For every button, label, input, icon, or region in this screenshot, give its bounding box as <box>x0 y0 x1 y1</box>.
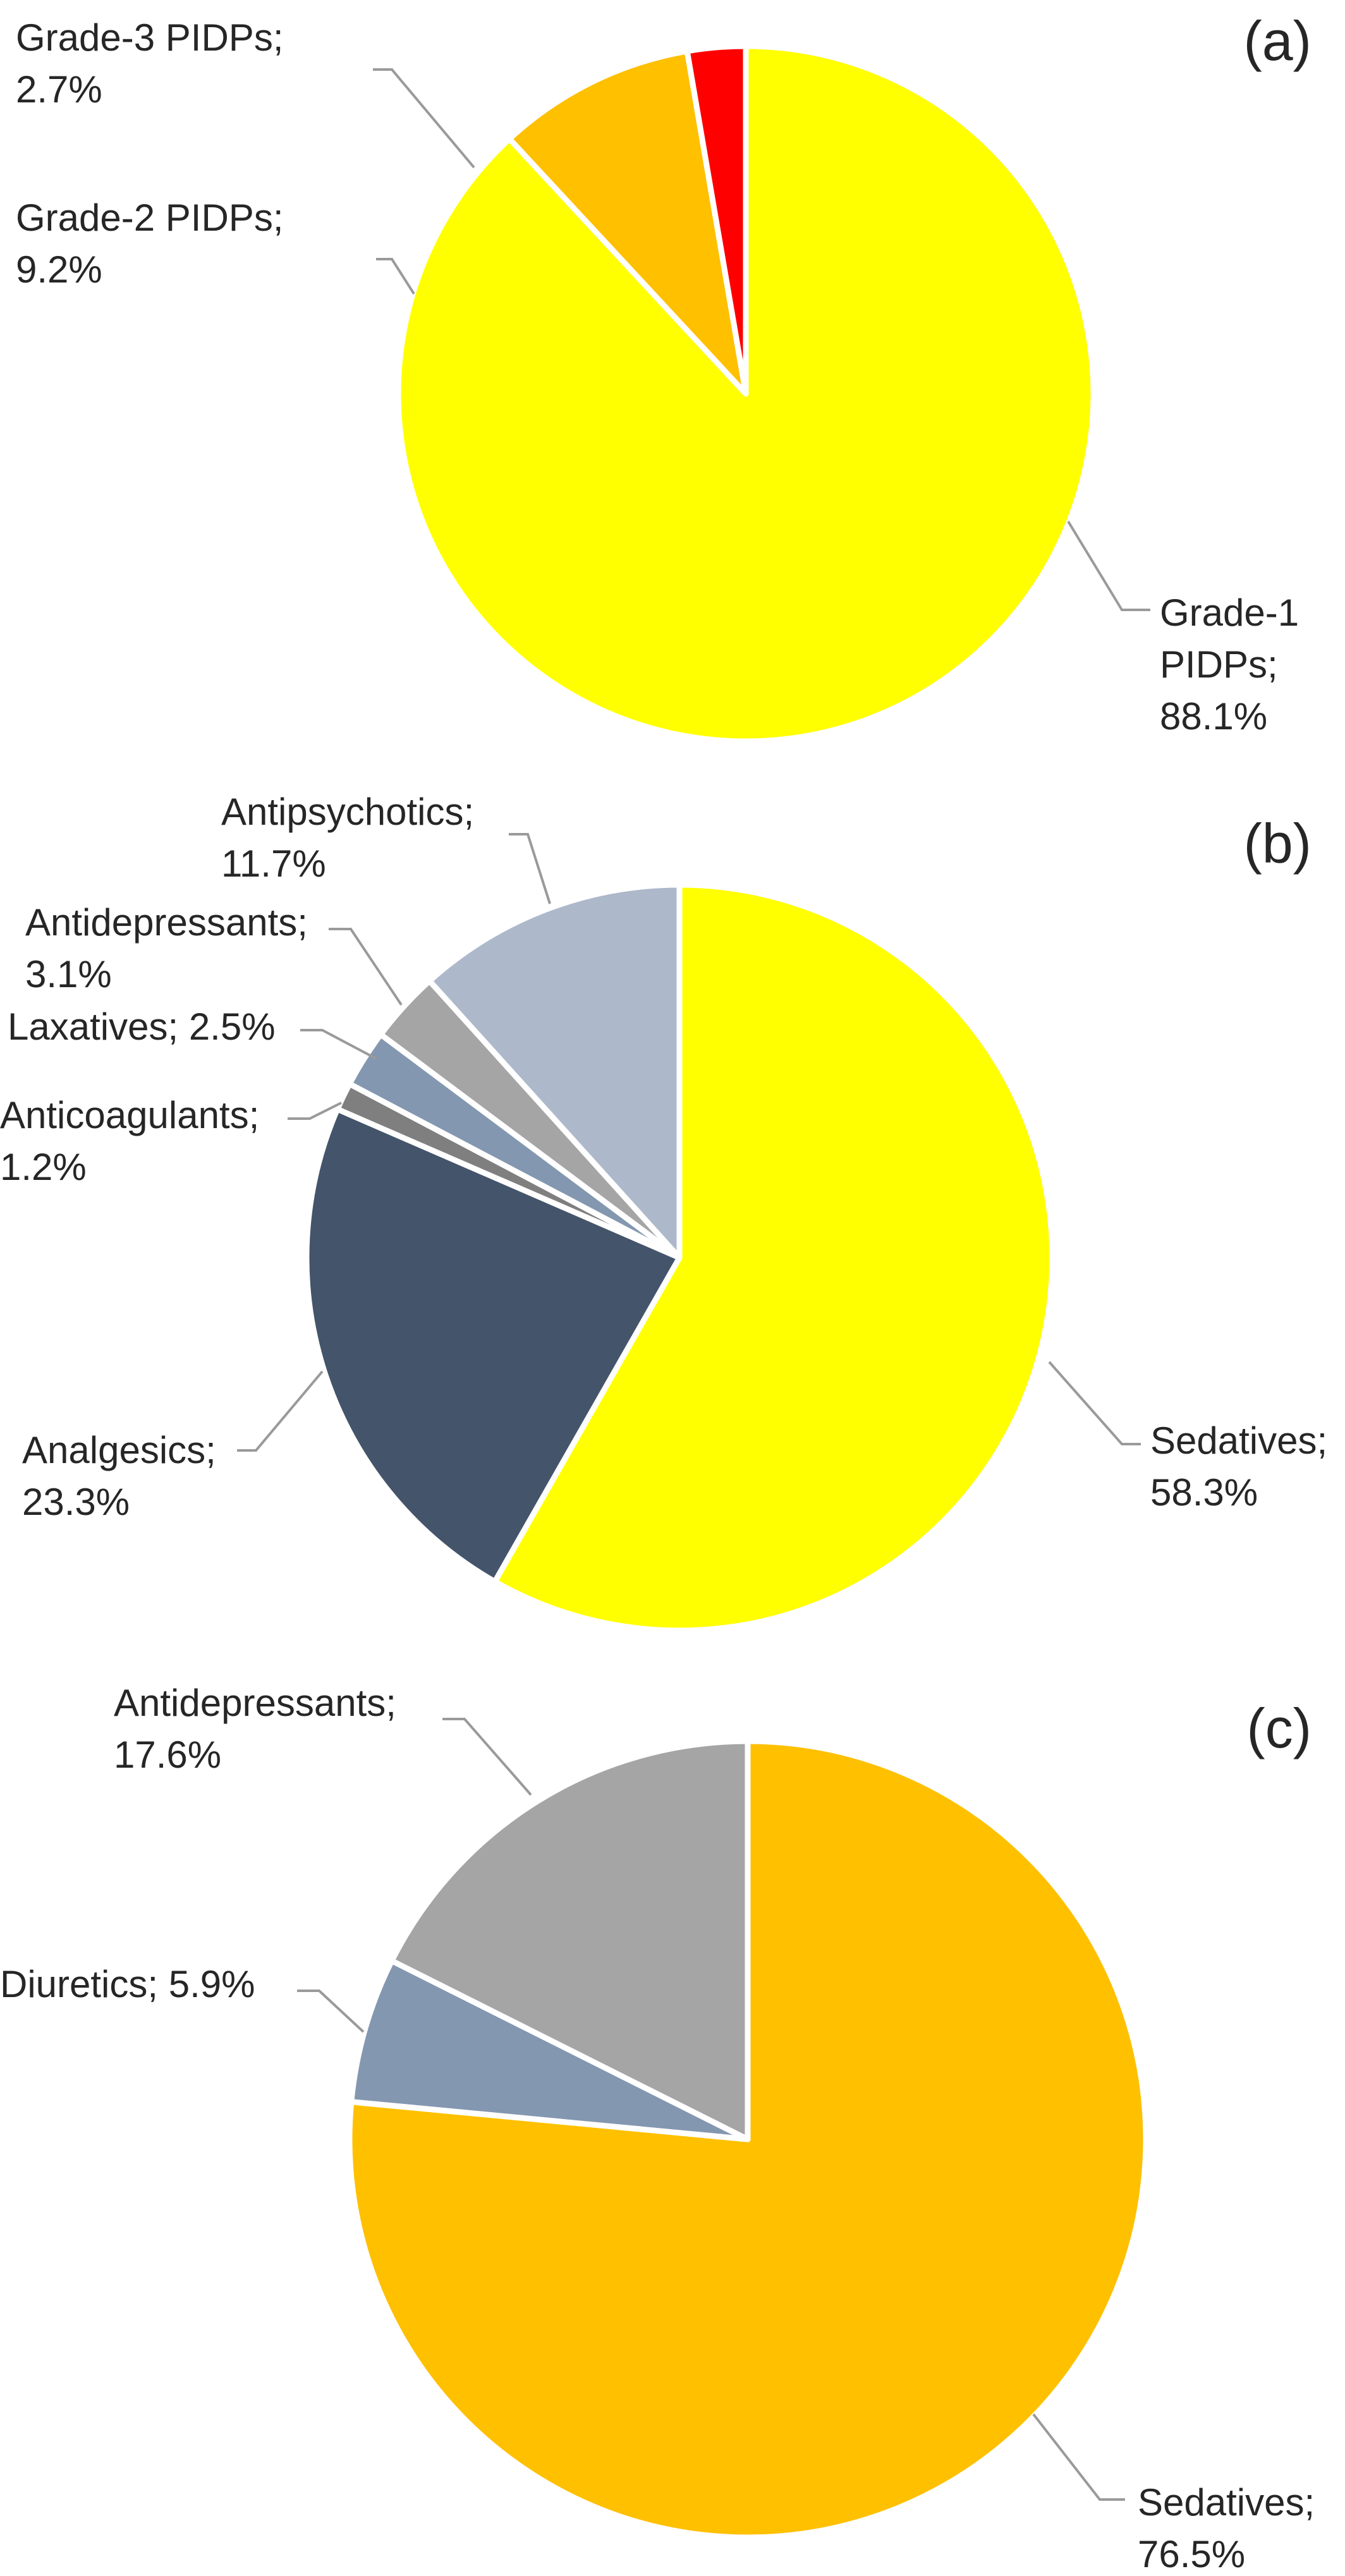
slice-grade-1-pidps <box>395 43 1097 744</box>
category-label: Sedatives; <box>1138 2481 1315 2524</box>
category-label: Grade-1 <box>1160 592 1299 634</box>
slice-label-anticoagulants: Anticoagulants; 1.2% <box>0 1094 259 1188</box>
slice-antipsychotics <box>427 882 683 1261</box>
pie-chart-c: (c) Sedatives; 76.5% Diuretics; 5.9% Antidep… <box>0 1682 1315 2575</box>
slice-label-antidepressants: Antidepressants; 3.1% <box>25 901 308 995</box>
leader-line <box>237 1370 324 1452</box>
category-label: Antipsychotics; <box>221 791 474 833</box>
value-label: 3.1% <box>25 953 112 995</box>
leader-line <box>300 1029 377 1060</box>
leader-line <box>288 1102 342 1120</box>
leader-line <box>297 1990 365 2033</box>
category-label: Antidepressants; <box>25 901 308 944</box>
value-label: 17.6% <box>114 1734 221 1776</box>
slice-label-analgesics: Analgesics; 23.3% <box>22 1429 216 1523</box>
slice-label-antidepressants: Antidepressants; 17.6% <box>114 1682 396 1776</box>
pie-chart-b: (b) Sedatives; 58.3% Analgesics; 23.3% Antico… <box>0 791 1327 1634</box>
category-label: Sedatives; <box>1150 1419 1327 1462</box>
slice-label-antipsychotics: Antipsychotics; 11.7% <box>221 791 474 885</box>
slice-antidepressants <box>389 1738 751 2142</box>
slice-grade-3-pidps <box>684 43 749 397</box>
leader-line <box>373 68 475 169</box>
category-label: Anticoagulants; <box>0 1094 259 1136</box>
value-label: 11.7% <box>221 842 326 885</box>
category-label: Grade-2 PIDPs; <box>16 197 284 239</box>
category-label: Grade-3 PIDPs; <box>16 16 284 59</box>
slice-label-diuretics: Diuretics; 5.9% <box>0 1963 255 2005</box>
slice-sedatives <box>346 1738 1149 2541</box>
leader-line <box>376 258 415 295</box>
value-label: 76.5% <box>1138 2533 1245 2575</box>
value-label: 23.3% <box>22 1481 130 1523</box>
slice-label-sedatives: Sedatives; 76.5% <box>1138 2481 1315 2575</box>
leader-line <box>509 833 551 904</box>
panel-label: (b) <box>1243 812 1312 875</box>
category-label: PIDPs; <box>1160 643 1278 686</box>
panel-label: (a) <box>1243 9 1312 72</box>
value-label: 2.7% <box>16 68 102 111</box>
slice-diuretics <box>348 1958 751 2142</box>
leader-line <box>329 928 403 1006</box>
leader-line <box>1032 2413 1125 2501</box>
pie-chart-a: (a)Grade-1 PIDPs; 88.1%Grade-2 PIDPs; 9.2%G… <box>16 9 1312 744</box>
value-label: 88.1% <box>1160 695 1267 738</box>
slice-sedatives <box>492 882 1056 1634</box>
leader-line <box>442 1718 532 1796</box>
leader-line <box>1067 520 1150 611</box>
slice-label-grade-3-pidps: Grade-3 PIDPs; 2.7% <box>16 16 284 111</box>
category-label: Laxatives; 2.5% <box>8 1005 276 1048</box>
slice-grade-2-pidps <box>506 48 749 397</box>
value-label: 9.2% <box>16 248 102 291</box>
panel-label: (c) <box>1246 1697 1312 1759</box>
slice-label-grade-2-pidps: Grade-2 PIDPs; 9.2% <box>16 197 284 291</box>
slice-analgesics <box>303 1106 683 1585</box>
value-label: 1.2% <box>0 1146 87 1188</box>
slice-label-laxatives: Laxatives; 2.5% <box>8 1005 276 1048</box>
value-label: 58.3% <box>1150 1471 1258 1514</box>
slice-label-sedatives: Sedatives; 58.3% <box>1150 1419 1327 1514</box>
category-label: Analgesics; <box>22 1429 216 1471</box>
leader-line <box>1048 1361 1141 1445</box>
category-label: Diuretics; 5.9% <box>0 1963 255 2005</box>
category-label: Antidepressants; <box>114 1682 396 1724</box>
slice-label-grade-1-pidps: Grade-1 PIDPs; 88.1% <box>1160 592 1299 738</box>
